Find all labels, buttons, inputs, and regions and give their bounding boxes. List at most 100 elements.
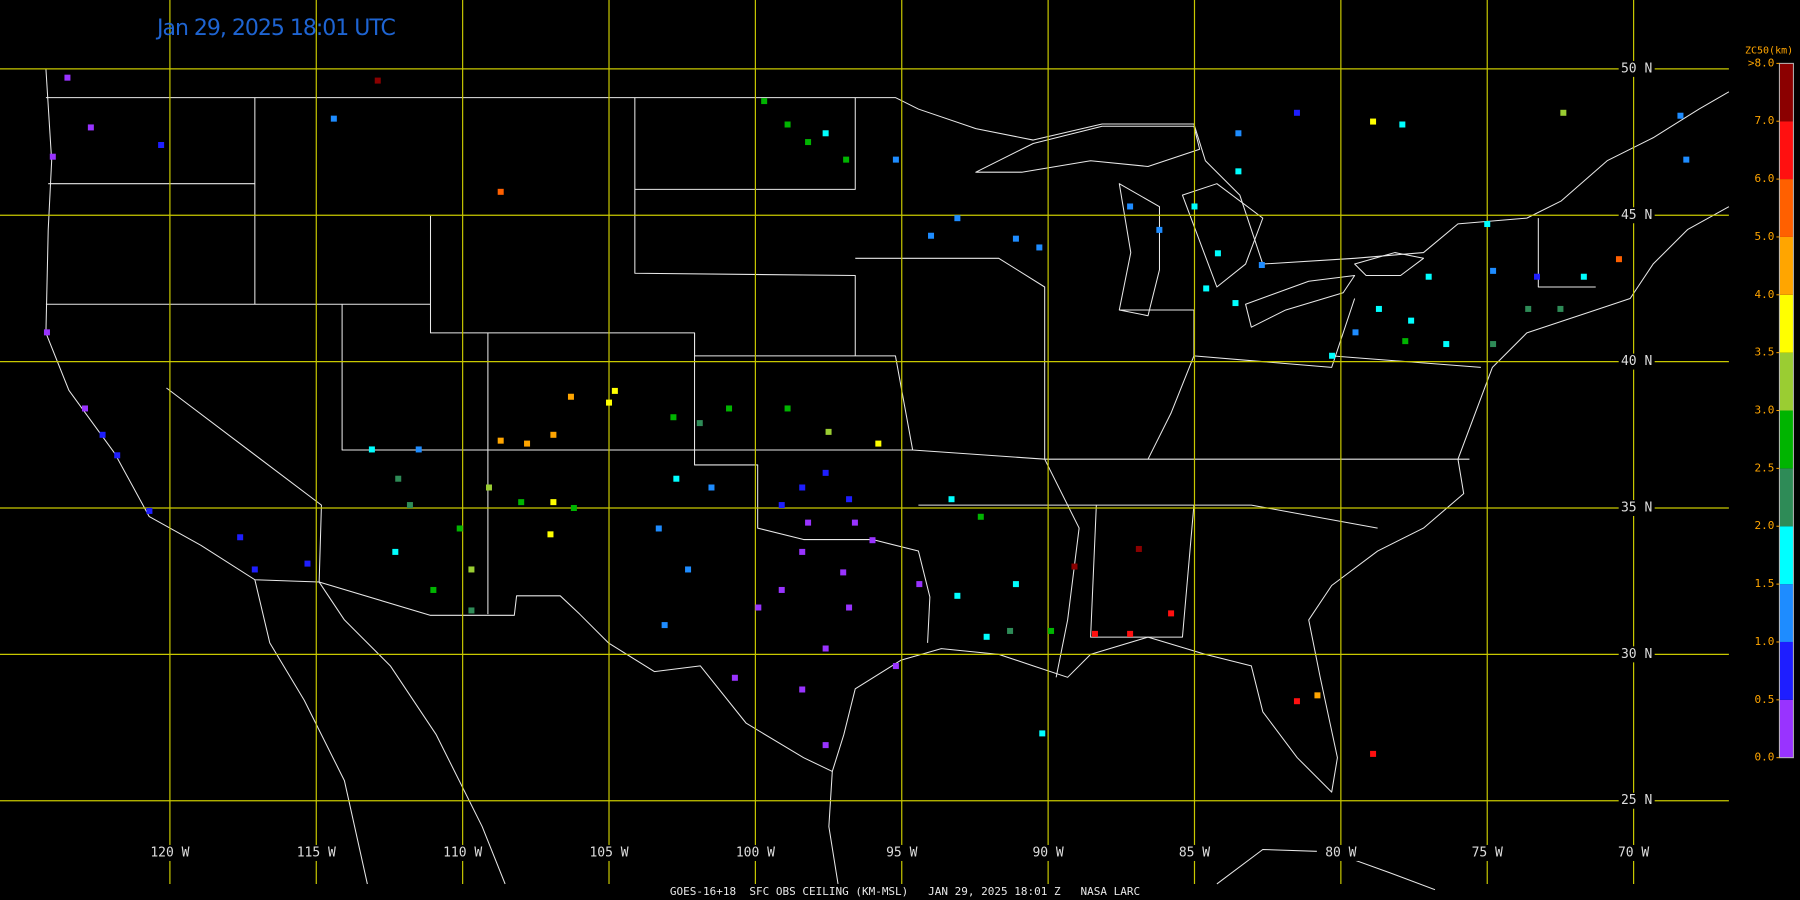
colorbar: 0.0 0.5 1.0 1.5 2.0 2.5 3.0 3.5 4.0 5.0 6.0 7.0 >8.0… <box>1745 46 1794 764</box>
station-obs <box>1615 256 1622 263</box>
station-obs <box>892 156 899 163</box>
station-obs <box>611 387 618 394</box>
station-obs <box>1048 627 1055 634</box>
station-obs <box>550 431 557 438</box>
station-obs <box>846 496 853 503</box>
station-obs <box>869 537 876 544</box>
station-obs <box>1007 627 1014 634</box>
station-obs <box>1191 203 1198 210</box>
station-obs <box>82 405 89 412</box>
lat-label: 25 N <box>1621 793 1652 808</box>
station-obs <box>1258 262 1265 269</box>
label-background <box>145 844 194 861</box>
station-obs <box>1370 750 1377 757</box>
state-line <box>634 97 856 190</box>
label-background <box>292 844 341 861</box>
station-obs <box>1443 341 1450 348</box>
label-background <box>438 844 487 861</box>
station-obs <box>822 130 829 137</box>
station-obs <box>1375 305 1382 312</box>
station-obs <box>784 405 791 412</box>
station-obs <box>1484 221 1491 228</box>
station-obs <box>468 607 475 614</box>
station-obs <box>673 475 680 482</box>
station-obs <box>64 74 71 81</box>
label-background <box>1618 60 1655 77</box>
station-obs <box>1560 109 1567 116</box>
station-obs <box>1203 285 1210 292</box>
station-obs <box>799 686 806 693</box>
station-obs <box>1012 581 1019 588</box>
lon-label: 95 W <box>886 845 917 860</box>
colorbar-label: 3.5 <box>1755 346 1775 359</box>
colorbar-segment <box>1779 468 1794 527</box>
mexico-coast <box>254 579 368 885</box>
station-obs <box>661 622 668 629</box>
station-obs <box>1036 244 1043 251</box>
label-background <box>877 844 926 861</box>
station-obs <box>87 124 94 131</box>
station-obs <box>456 525 463 532</box>
station-obs <box>1580 273 1587 280</box>
station-obs <box>1490 341 1497 348</box>
lon-label: 100 W <box>736 845 775 860</box>
station-obs <box>1012 235 1019 242</box>
lat-label: 35 N <box>1621 500 1652 515</box>
station-obs <box>1135 545 1142 552</box>
lon-label: 110 W <box>443 845 482 860</box>
mexico-coast <box>318 581 506 885</box>
colorbar-segment <box>1779 410 1794 469</box>
stations <box>43 74 1690 757</box>
station-obs <box>778 502 785 509</box>
station-obs <box>1402 338 1409 345</box>
station-obs <box>146 507 153 514</box>
lon-label: 70 W <box>1618 845 1649 860</box>
station-obs <box>524 440 531 447</box>
station-obs <box>485 484 492 491</box>
label-background <box>731 844 780 861</box>
mexico-coast <box>828 771 839 885</box>
lake-superior <box>975 125 1201 173</box>
station-obs <box>726 405 733 412</box>
station-obs <box>1127 630 1134 637</box>
station-obs <box>1399 121 1406 128</box>
station-obs <box>928 232 935 239</box>
lat-label: 45 N <box>1621 208 1652 223</box>
station-obs <box>518 499 525 506</box>
lake-michigan <box>1118 183 1160 317</box>
state-line <box>1090 505 1195 638</box>
station-obs <box>1352 329 1359 336</box>
station-obs <box>954 592 961 599</box>
station-obs <box>843 156 850 163</box>
lat-label: 50 N <box>1621 61 1652 76</box>
station-obs <box>1557 305 1564 312</box>
station-obs <box>1039 730 1046 737</box>
station-obs <box>1683 156 1690 163</box>
colorbar-label: >8.0 <box>1748 56 1775 69</box>
colorbar-title: ZC50(km) <box>1745 46 1793 57</box>
lon-label: 85 W <box>1179 845 1210 860</box>
station-obs <box>761 98 768 105</box>
graticule <box>0 0 1729 884</box>
station-obs <box>1168 610 1175 617</box>
station-obs <box>1214 250 1221 257</box>
station-obs <box>799 484 806 491</box>
label-background <box>1618 499 1655 516</box>
colorbar-label: 0.5 <box>1755 693 1775 706</box>
station-obs <box>497 437 504 444</box>
colorbar-label: 1.0 <box>1755 635 1775 648</box>
station-obs <box>670 414 677 421</box>
station-obs <box>570 504 577 511</box>
station-obs <box>916 581 923 588</box>
station-obs <box>778 586 785 593</box>
label-background <box>1024 844 1073 861</box>
lake-ontario <box>1354 252 1425 277</box>
station-obs <box>368 446 375 453</box>
label-background <box>1618 207 1655 224</box>
station-obs <box>114 452 121 459</box>
station-obs <box>846 604 853 611</box>
station-obs <box>1127 203 1134 210</box>
station-obs <box>237 534 244 541</box>
lon-label: 75 W <box>1472 845 1503 860</box>
